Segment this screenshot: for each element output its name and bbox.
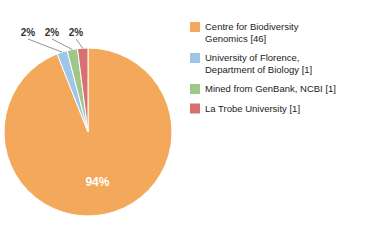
legend-label-line: Department of Biology [1]: [205, 64, 312, 75]
legend-swatch: [190, 53, 200, 63]
legend-label: University of Florence,Department of Bio…: [205, 52, 312, 75]
leader-line: [52, 39, 72, 49]
chart: 94% 2% 2% 2% Centre for BiodiversityGenomics…: [0, 0, 380, 240]
legend-swatch: [190, 84, 200, 94]
legend-label-line: La Trobe University [1]: [205, 103, 300, 114]
legend-label: La Trobe University [1]: [205, 103, 300, 114]
legend: Centre for BiodiversityGenomics [46] Univ…: [190, 21, 336, 114]
legend-label-line: Mined from GenBank, NCBI [1]: [205, 83, 336, 94]
leader-line: [76, 39, 83, 48]
data-labels: 94% 2% 2% 2%: [21, 27, 110, 189]
legend-label: Centre for BiodiversityGenomics [46]: [205, 21, 299, 44]
leader-line: [28, 39, 62, 52]
slices: [4, 48, 172, 216]
legend-label: Mined from GenBank, NCBI [1]: [205, 83, 336, 94]
data-label: 2%: [69, 27, 84, 38]
legend-label-line: University of Florence,: [205, 52, 300, 63]
legend-swatch: [190, 104, 200, 114]
data-label: 2%: [45, 27, 60, 38]
legend-label-line: Centre for Biodiversity: [205, 21, 299, 32]
pie-slice: [4, 48, 172, 216]
data-label: 2%: [21, 27, 36, 38]
pie-slice: [77, 48, 88, 132]
pie-slice: [67, 49, 88, 132]
legend-swatch: [190, 22, 200, 32]
data-label: 94%: [85, 175, 109, 189]
legend-label-line: Genomics [46]: [205, 33, 266, 44]
